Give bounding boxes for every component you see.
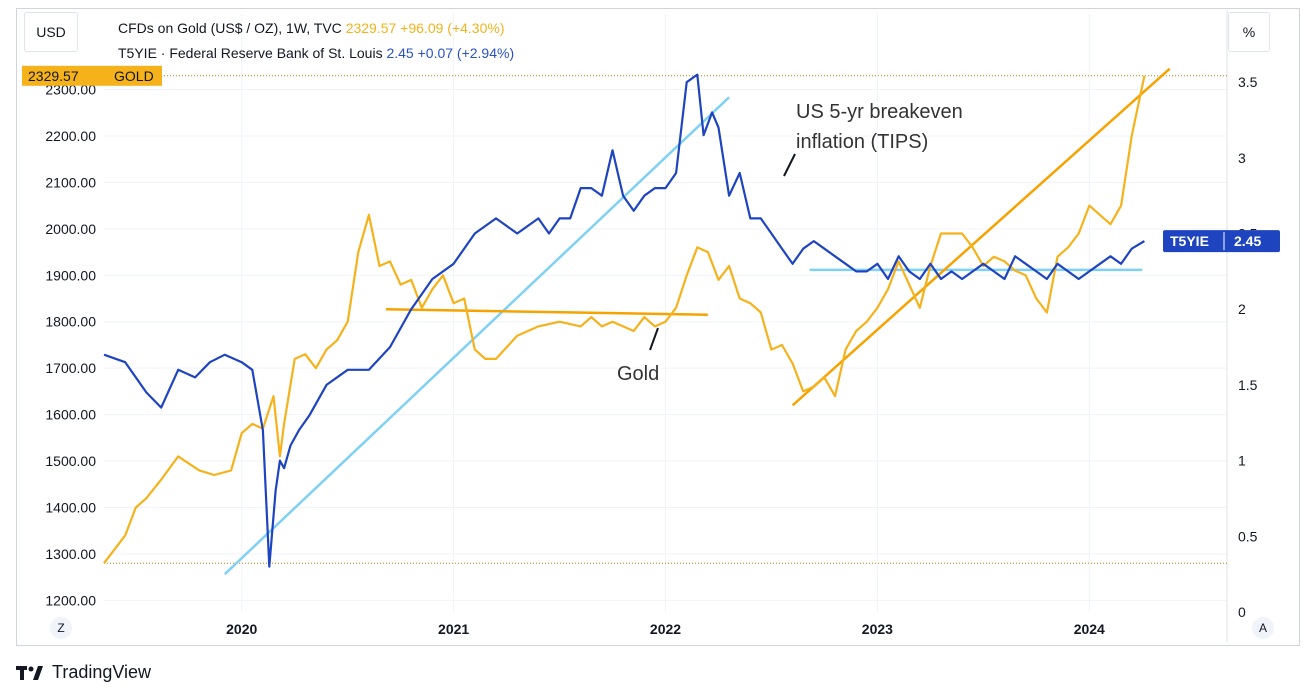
- left-tick-label: 1300.00: [45, 546, 96, 562]
- timezone-button[interactable]: Z: [50, 617, 72, 639]
- legend-t5yie[interactable]: T5YIE · Federal Reserve Bank of St. Loui…: [118, 45, 514, 61]
- tradingview-icon: [16, 665, 43, 680]
- left-tick-label: 1800.00: [45, 314, 96, 330]
- annotation-gold-pointer: [649, 327, 659, 351]
- series-t5yie-line[interactable]: [103, 73, 1145, 568]
- trendline-t5-uptrend[interactable]: [223, 96, 730, 576]
- gold-price-tag-name: GOLD: [114, 68, 154, 84]
- trendline-gold-flat[interactable]: [385, 307, 708, 317]
- legend-t5yie-name: T5YIE · Federal Reserve Bank of St. Loui…: [118, 45, 383, 61]
- right-tick-label: 1: [1238, 453, 1246, 469]
- t5yie-price-tag-name: T5YIE: [1170, 233, 1209, 249]
- x-tick-label: 2022: [650, 621, 681, 637]
- x-tick-label: 2020: [226, 621, 257, 637]
- t5yie-price-tag-value: 2.45: [1234, 233, 1261, 249]
- right-tick-label: 0.5: [1238, 528, 1258, 544]
- legend-gold[interactable]: CFDs on Gold (US$ / OZ), 1W, TVC 2329.57…: [118, 20, 504, 36]
- left-tick-label: 2100.00: [45, 174, 96, 190]
- left-tick-label: 1500.00: [45, 453, 96, 469]
- annotation-gold-text: Gold: [617, 363, 659, 385]
- right-tick-label: 3: [1238, 150, 1246, 166]
- t5yie-price-tag[interactable]: [1163, 230, 1280, 253]
- trendline-gold-uptrend[interactable]: [791, 67, 1171, 407]
- right-tick-label: 3.5: [1238, 74, 1258, 90]
- right-tick-label: 2: [1238, 301, 1246, 317]
- series-gold-line[interactable]: [103, 75, 1146, 564]
- left-tick-label: 2000.00: [45, 221, 96, 237]
- left-tick-label: 1200.00: [45, 592, 96, 608]
- annotation-tips-pointer: [783, 153, 796, 177]
- right-tick-label: 1.5: [1238, 377, 1258, 393]
- tradingview-logo[interactable]: TradingView: [16, 662, 151, 683]
- legend-gold-values: 2329.57 +96.09 (+4.30%): [345, 20, 505, 36]
- auto-scale-button[interactable]: A: [1252, 617, 1274, 639]
- left-tick-label: 1700.00: [45, 360, 96, 376]
- left-tick-label: 1400.00: [45, 500, 96, 516]
- legend-gold-name: CFDs on Gold (US$ / OZ), 1W, TVC: [118, 20, 342, 36]
- annotation-tips-line1: US 5-yr breakeven: [796, 101, 963, 123]
- chart-frame: [16, 8, 1300, 646]
- left-tick-label: 1900.00: [45, 267, 96, 283]
- gold-price-tag-value: 2329.57: [28, 68, 79, 84]
- right-tick-label: 0: [1238, 604, 1246, 620]
- percent-button[interactable]: %: [1228, 12, 1270, 52]
- left-tick-label: 2200.00: [45, 128, 96, 144]
- x-tick-label: 2024: [1074, 621, 1105, 637]
- left-tick-label: 1600.00: [45, 407, 96, 423]
- currency-button[interactable]: USD: [24, 12, 78, 52]
- gold-price-tag[interactable]: [22, 65, 162, 86]
- annotation-tips-line2: inflation (TIPS): [796, 131, 928, 153]
- brand-name: TradingView: [52, 662, 152, 682]
- x-tick-label: 2021: [438, 621, 469, 637]
- x-tick-label: 2023: [862, 621, 893, 637]
- legend-t5yie-values: 2.45 +0.07 (+2.94%): [386, 45, 515, 61]
